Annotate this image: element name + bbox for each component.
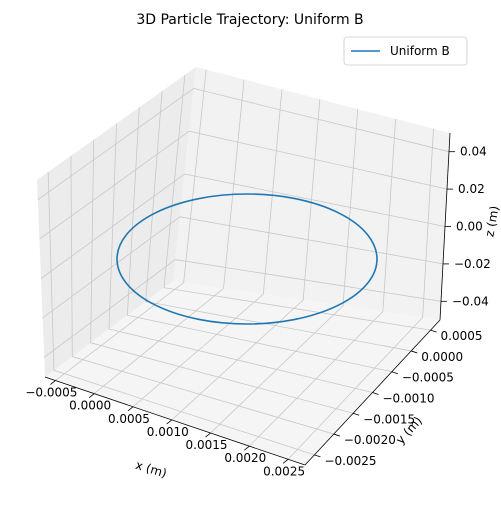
y-grid-line bbox=[163, 74, 431, 331]
axes-panes bbox=[37, 67, 450, 465]
x-grid-line bbox=[171, 99, 321, 421]
x-tick-mark bbox=[205, 432, 211, 438]
y-ticks: −0.0025 −0.0020 −0.0015 −0.0010 −0.0005 0.000… bbox=[314, 329, 483, 468]
chart-title: 3D Particle Trajectory: Uniform B bbox=[136, 12, 363, 28]
y-grid-line bbox=[47, 172, 315, 456]
x-tick-mark bbox=[88, 393, 95, 398]
y-tick-mark bbox=[411, 350, 418, 354]
y-grid-line bbox=[126, 107, 392, 373]
x-tick-label: 0.0025 bbox=[263, 464, 305, 478]
x-tick-label: −0.0005 bbox=[25, 386, 77, 400]
y-tick-mark bbox=[333, 433, 340, 437]
x-tick-mark bbox=[166, 419, 172, 425]
y-tick-label: −0.0020 bbox=[344, 433, 396, 447]
x-grid-line bbox=[132, 89, 283, 408]
z-tick-label: 0.04 bbox=[460, 145, 487, 159]
x-grid-line bbox=[249, 118, 397, 447]
x-tick-mark bbox=[244, 445, 250, 451]
x-tick-label: 0.0010 bbox=[147, 425, 189, 439]
y-tick-label: −0.0015 bbox=[363, 412, 415, 426]
x-axis-label: x (m) bbox=[134, 458, 169, 481]
x-grid-line bbox=[93, 79, 245, 394]
z-grid-line bbox=[40, 173, 446, 279]
legend: Uniform B bbox=[343, 36, 468, 66]
z-tick-label: −0.04 bbox=[452, 294, 489, 308]
z-grid-line bbox=[37, 87, 450, 201]
y-tick-label: −0.0005 bbox=[402, 371, 454, 385]
legend-label-uniform-b: Uniform B bbox=[390, 44, 450, 58]
back-pane bbox=[173, 67, 450, 320]
x-tick-mark bbox=[127, 406, 134, 412]
y-tick-label: 0.0005 bbox=[441, 329, 483, 343]
y-tick-label: 0.0000 bbox=[421, 350, 463, 364]
z-tick-label: 0.02 bbox=[458, 182, 485, 196]
series-layer bbox=[116, 193, 378, 325]
z-tick-label: −0.02 bbox=[454, 257, 491, 271]
z-grid-line bbox=[43, 259, 442, 358]
x-tick-label: 0.0020 bbox=[224, 451, 266, 465]
trajectory-uniform-b bbox=[116, 193, 378, 325]
y-tick-label: −0.0025 bbox=[324, 454, 376, 468]
y-tick-mark bbox=[372, 392, 379, 395]
z-grid-line bbox=[39, 130, 448, 240]
z-tick-label: 0.00 bbox=[456, 220, 483, 234]
x-tick-mark bbox=[282, 458, 289, 464]
y-tick-label: −0.0010 bbox=[383, 392, 435, 406]
x-tick-label: 0.0000 bbox=[69, 399, 111, 413]
x-tick-mark bbox=[50, 380, 56, 385]
z-grid-line bbox=[42, 216, 444, 319]
x-tick-label: 0.0015 bbox=[186, 438, 228, 452]
x-ticks: −0.00050.00000.00050.00100.00150.00200.0… bbox=[25, 380, 305, 478]
z-axis-label: z (m) bbox=[482, 205, 501, 238]
x-tick-label: 0.0005 bbox=[108, 412, 150, 426]
floor-pane bbox=[45, 281, 440, 465]
x-grid-line bbox=[210, 108, 359, 434]
y-grid-line bbox=[108, 123, 373, 393]
y-tick-mark bbox=[353, 412, 360, 416]
y-grid-line bbox=[70, 155, 334, 435]
left-pane bbox=[37, 67, 196, 377]
z-ticks: −0.04 −0.02 0.00 0.02 0.04 bbox=[441, 145, 491, 308]
y-tick-mark bbox=[391, 371, 398, 375]
y-grid-line bbox=[90, 139, 354, 414]
grid-lines bbox=[37, 69, 450, 460]
x-grid-line bbox=[287, 128, 434, 460]
y-grid-line bbox=[145, 91, 412, 352]
x-axis-line bbox=[44, 376, 306, 466]
x-grid-line bbox=[55, 69, 207, 381]
legend-box bbox=[343, 36, 468, 66]
y-tick-mark bbox=[314, 454, 321, 458]
y-tick-mark bbox=[430, 329, 437, 333]
